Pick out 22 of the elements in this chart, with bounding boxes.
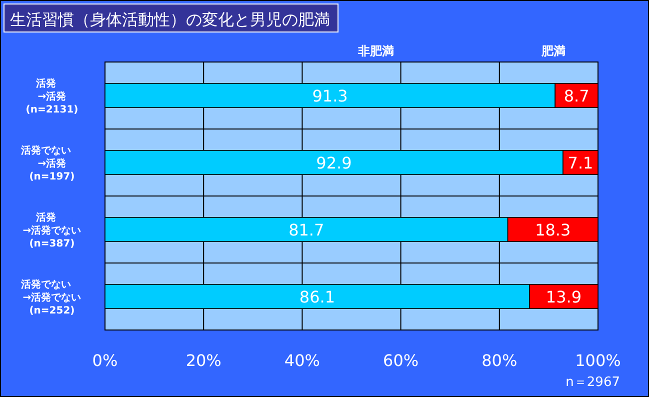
x-tick-label: 60% (383, 351, 419, 370)
y-tick-label: 活発でない →活発 (n=197) (20, 144, 75, 182)
data-label: 92.9 (316, 154, 352, 172)
y-tick-label: 活発 →活発でない (n=387) (22, 212, 82, 250)
chart-title: 生活習慣（身体活動性）の変化と男児の肥満 (10, 10, 330, 29)
data-label: 91.3 (312, 86, 348, 106)
data-label: 81.7 (288, 220, 324, 240)
text: 非肥満 (357, 44, 394, 58)
x-tick-label: 40% (284, 351, 320, 370)
x-tick-label: 80% (482, 351, 518, 370)
data-label: 8.7 (564, 86, 590, 106)
x-tick-label: 100% (575, 351, 621, 370)
x-tick-label: 20% (186, 351, 222, 370)
y-tick-label: 活発 →活発 (n=2131) (26, 78, 78, 116)
text: 肥満 (540, 44, 566, 58)
y-tick-label: 活発でない →活発でない (n=252) (20, 278, 82, 316)
data-label: 13.9 (546, 288, 582, 306)
x-tick-label: 0% (92, 351, 118, 370)
text: n＝2967 (566, 375, 620, 390)
data-label: 18.3 (535, 220, 571, 240)
data-label: 7.1 (568, 154, 594, 172)
data-label: 86.1 (299, 288, 336, 306)
